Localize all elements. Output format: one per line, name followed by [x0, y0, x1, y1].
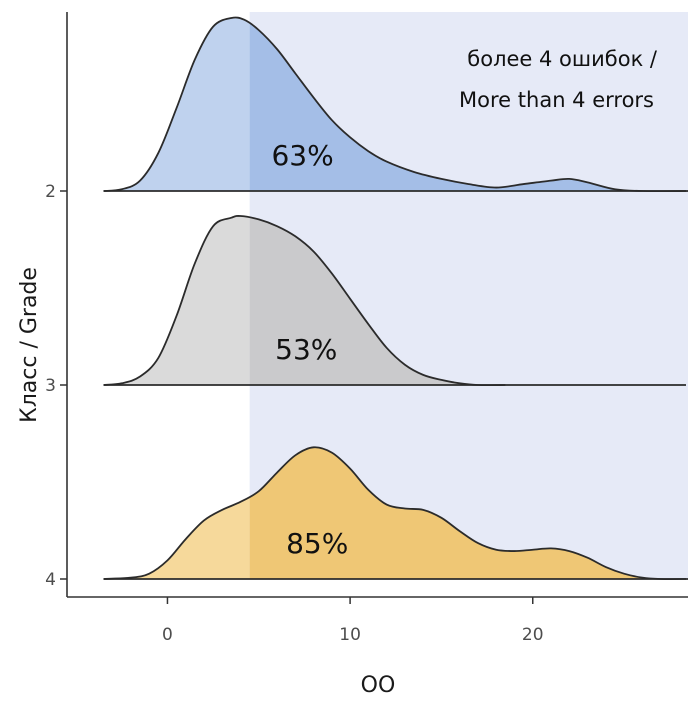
x-tick-label: 20	[522, 625, 544, 645]
ridges-layer: 63% 53% 85%	[103, 16, 689, 580]
ridge-area-below-threshold	[103, 497, 250, 579]
ridge-area-below-threshold	[103, 17, 250, 191]
y-tick-label: 3	[45, 376, 56, 396]
ridge-grade-2: 63%	[103, 16, 689, 193]
percent-label-grade-4: 85%	[286, 527, 348, 560]
annotation-line-2: More than 4 errors	[459, 88, 654, 112]
ridge-grade-3: 53%	[103, 215, 686, 387]
ridge-area-above-threshold	[249, 217, 506, 386]
annotation-line-1: более 4 ошибок /	[467, 47, 658, 71]
axes-layer	[66, 12, 688, 598]
x-tick-label: 10	[339, 625, 361, 645]
y-tick-label: 4	[45, 570, 56, 590]
y-tick-label: 2	[45, 182, 56, 202]
x-axis-title: OO	[361, 673, 396, 698]
ridge-outline	[103, 215, 506, 387]
ridge-grade-4: 85%	[103, 446, 689, 580]
percent-label-grade-3: 53%	[275, 333, 337, 366]
y-axis-title: Класс / Grade	[17, 267, 42, 423]
x-tick-label: 0	[162, 625, 173, 645]
ridge-area-above-threshold	[249, 22, 688, 192]
ticks-layer: 2 3 4 0 10 20	[45, 182, 543, 645]
ridge-area-below-threshold	[103, 215, 250, 385]
text-layer: более 4 ошибок / More than 4 errors OO К…	[17, 47, 658, 698]
ridge-outline	[103, 16, 689, 193]
ridge-outline	[103, 446, 689, 580]
percent-label-grade-2: 63%	[271, 139, 333, 172]
